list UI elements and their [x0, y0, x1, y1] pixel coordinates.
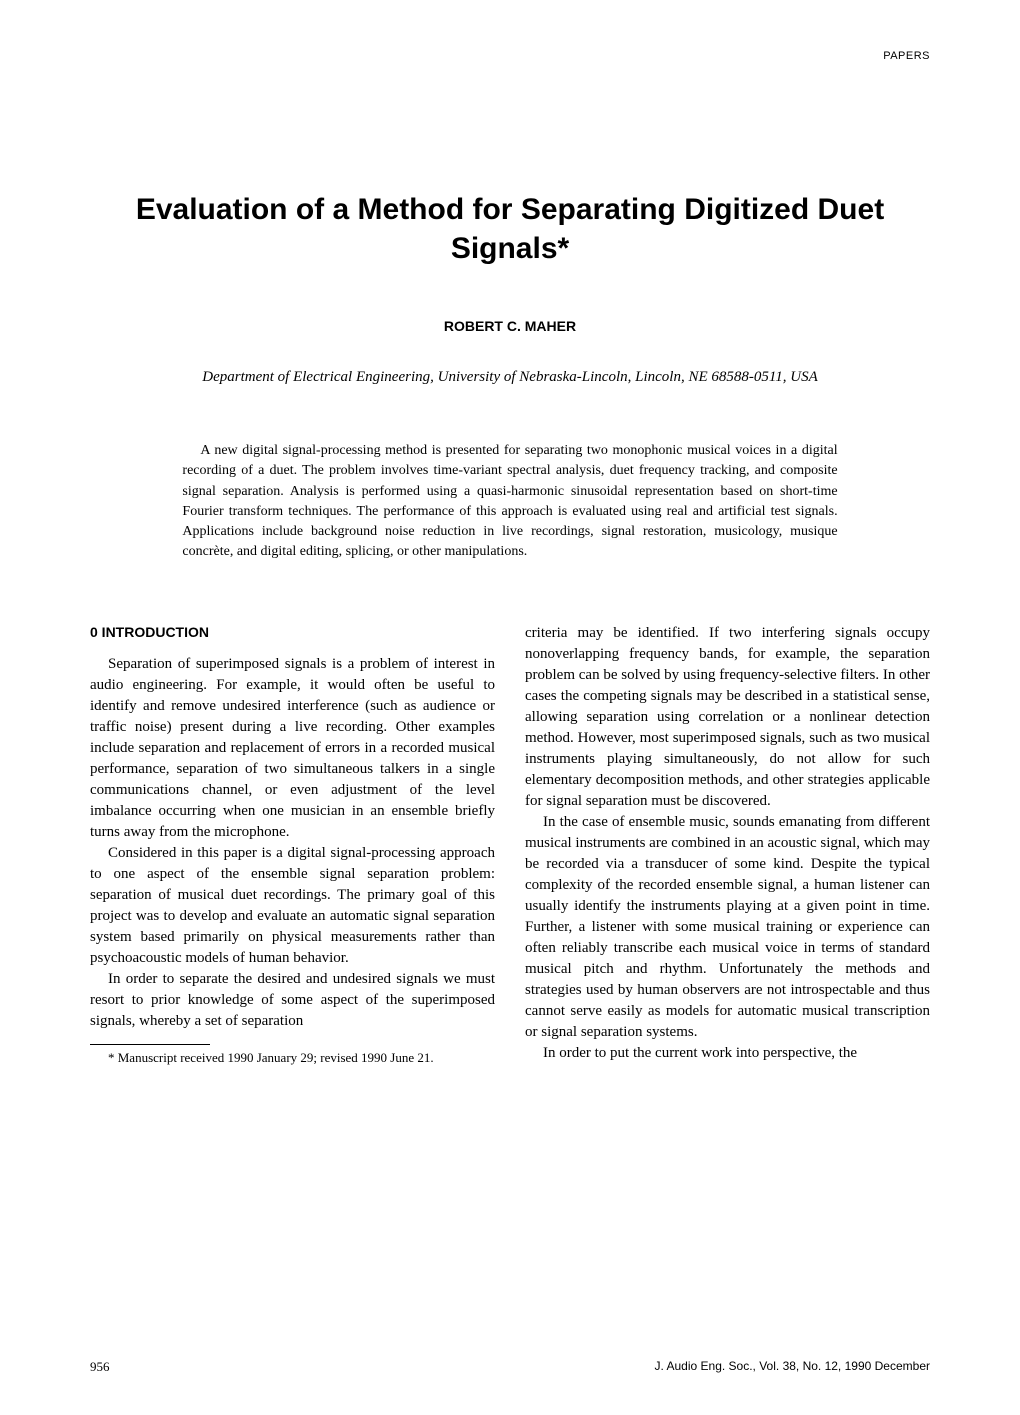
body-paragraph: In order to put the current work into pe… [525, 1043, 930, 1064]
journal-citation: J. Audio Eng. Soc., Vol. 38, No. 12, 199… [654, 1359, 930, 1375]
manuscript-footnote: * Manuscript received 1990 January 29; r… [90, 1049, 495, 1067]
author-name: ROBERT C. MAHER [90, 318, 930, 334]
body-paragraph: In the case of ensemble music, sounds em… [525, 812, 930, 1043]
author-affiliation: Department of Electrical Engineering, Un… [90, 369, 930, 386]
body-paragraph: Considered in this paper is a digital si… [90, 843, 495, 969]
body-paragraph: Separation of superimposed signals is a … [90, 654, 495, 843]
left-column: 0 INTRODUCTION Separation of superimpose… [90, 623, 495, 1068]
header-category-label: PAPERS [883, 50, 930, 62]
two-column-body: 0 INTRODUCTION Separation of superimpose… [90, 623, 930, 1068]
page-number: 956 [90, 1359, 110, 1375]
paper-title: Evaluation of a Method for Separating Di… [90, 190, 930, 268]
body-paragraph: In order to separate the desired and und… [90, 969, 495, 1032]
section-heading-introduction: 0 INTRODUCTION [90, 623, 495, 643]
footnote-divider [90, 1044, 210, 1045]
abstract-text: A new digital signal-processing method i… [182, 441, 837, 563]
body-paragraph: criteria may be identified. If two inter… [525, 623, 930, 812]
right-column: criteria may be identified. If two inter… [525, 623, 930, 1068]
page-footer: 956 J. Audio Eng. Soc., Vol. 38, No. 12,… [90, 1359, 930, 1375]
